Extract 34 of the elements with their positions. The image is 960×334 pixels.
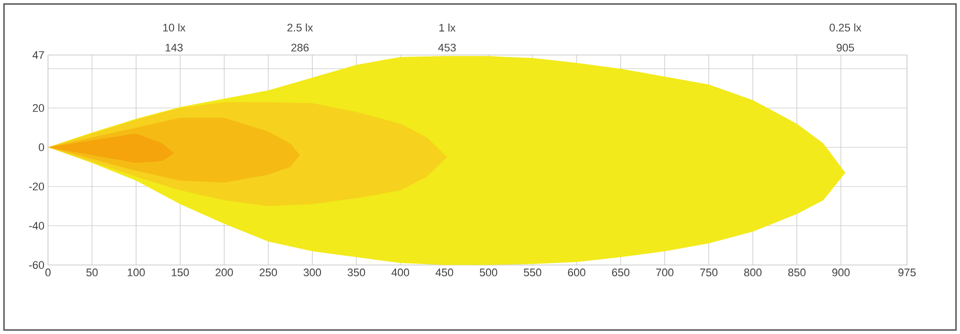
x2-tick-label: 286 bbox=[291, 44, 309, 52]
y-tick-label: -20 bbox=[29, 182, 44, 190]
x-tick-label: 900 bbox=[832, 268, 850, 276]
y-tick-label: 47 bbox=[32, 51, 44, 59]
x2-tick-label: 143 bbox=[166, 44, 183, 52]
text: 10 lx bbox=[163, 23, 186, 32]
x-tick-label: 450 bbox=[436, 268, 454, 276]
text: 0.25 lx bbox=[830, 23, 862, 32]
text: 1 lx bbox=[439, 24, 456, 32]
x-tick-label: 750 bbox=[700, 268, 718, 276]
y-tick-label: -40 bbox=[29, 222, 44, 230]
text: 2.5 lx bbox=[287, 23, 313, 32]
x-tick-label: 550 bbox=[524, 268, 542, 276]
x-tick-label: 200 bbox=[216, 268, 233, 276]
x2-tick-label: 453 bbox=[438, 44, 456, 52]
x-tick-label: 300 bbox=[304, 268, 322, 276]
x-tick-label: 500 bbox=[480, 268, 498, 276]
x-tick-label: 600 bbox=[568, 268, 586, 276]
y-tick-label: 0 bbox=[38, 143, 44, 152]
x-tick-label: 150 bbox=[172, 268, 189, 276]
x-tick-label: 100 bbox=[128, 268, 145, 276]
x2-tick-label: 905 bbox=[836, 44, 854, 52]
x-tick-label: 50 bbox=[86, 268, 98, 276]
x-tick-label: 650 bbox=[612, 268, 630, 276]
x-tick-label: 800 bbox=[744, 268, 762, 276]
x-tick-label: 350 bbox=[348, 268, 366, 276]
x-tick-label: 400 bbox=[392, 268, 410, 276]
x-tick-label: 250 bbox=[260, 268, 277, 276]
x-tick-label: 850 bbox=[788, 268, 806, 276]
y-tick-label: -60 bbox=[29, 261, 44, 269]
x-tick-label: 975 bbox=[898, 268, 916, 276]
x-tick-label: 0 bbox=[45, 268, 51, 276]
x-tick-label: 700 bbox=[656, 268, 674, 276]
y-tick-label: 20 bbox=[32, 104, 44, 112]
